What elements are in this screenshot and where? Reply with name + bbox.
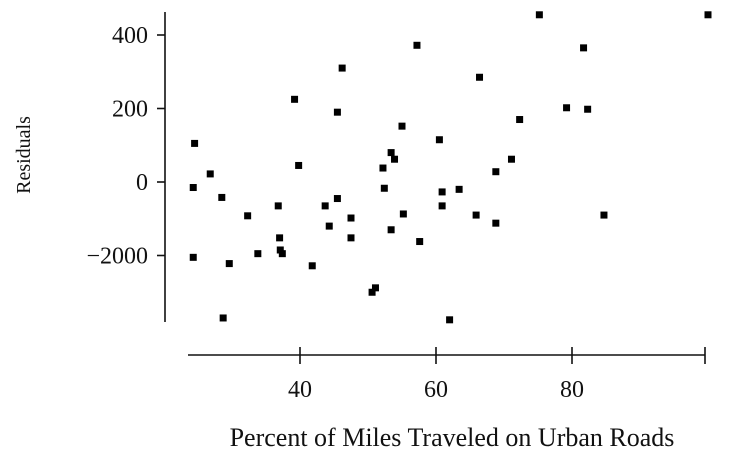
data-point [333,195,341,203]
data-point [274,202,282,210]
data-point [380,184,388,192]
x-tick-label: 60 [424,377,448,403]
data-point [446,316,454,324]
data-point [492,219,500,227]
data-point [347,214,355,222]
data-point [535,11,543,19]
data-point [371,284,379,292]
data-point [476,73,484,81]
data-point [704,11,712,19]
data-point [399,210,407,218]
data-point [368,288,376,296]
data-point [206,170,214,178]
data-point [600,211,608,219]
x-axis [188,347,706,364]
data-point [387,149,395,157]
data-point [308,262,316,270]
data-point [219,314,227,322]
y-tick-label: −2000 [86,244,148,270]
x-tick-label: 40 [288,377,312,403]
data-point [191,139,199,147]
data-point [492,168,500,176]
data-point [507,155,515,163]
data-point [295,161,303,169]
data-point [218,193,226,201]
data-point [278,250,286,258]
data-points [189,11,712,324]
data-point [438,188,446,196]
data-point [254,250,262,258]
data-point [325,222,333,230]
data-point [387,226,395,234]
y-tick-label: 0 [136,170,148,196]
data-point [379,164,387,172]
data-point [291,95,299,103]
data-point [276,234,284,242]
data-point [244,212,252,220]
data-point [516,116,524,124]
x-axis-title: Percent of Miles Traveled on Urban Roads [230,423,675,452]
x-tick-label: 80 [560,377,584,403]
data-point [435,136,443,144]
data-point [321,202,329,210]
data-point [347,234,355,242]
data-point [276,246,284,254]
data-point [472,211,480,219]
data-point [580,44,588,52]
data-point [563,104,571,112]
data-point [391,155,399,163]
y-tick-label: 200 [112,97,148,123]
data-point [225,260,233,268]
data-point [398,122,406,130]
data-point [438,202,446,210]
y-ticks: 400 200 0 −2000 [86,23,165,270]
data-point [333,108,341,116]
data-point [189,253,197,261]
x-ticks: 40 60 80 [288,347,584,403]
y-tick-label: 400 [112,23,148,49]
y-axis-title: Residuals [13,116,35,194]
data-point [413,41,421,49]
data-point [416,238,424,246]
data-point [338,64,346,72]
data-point [455,185,463,193]
data-point [584,105,592,113]
data-point [189,184,197,192]
